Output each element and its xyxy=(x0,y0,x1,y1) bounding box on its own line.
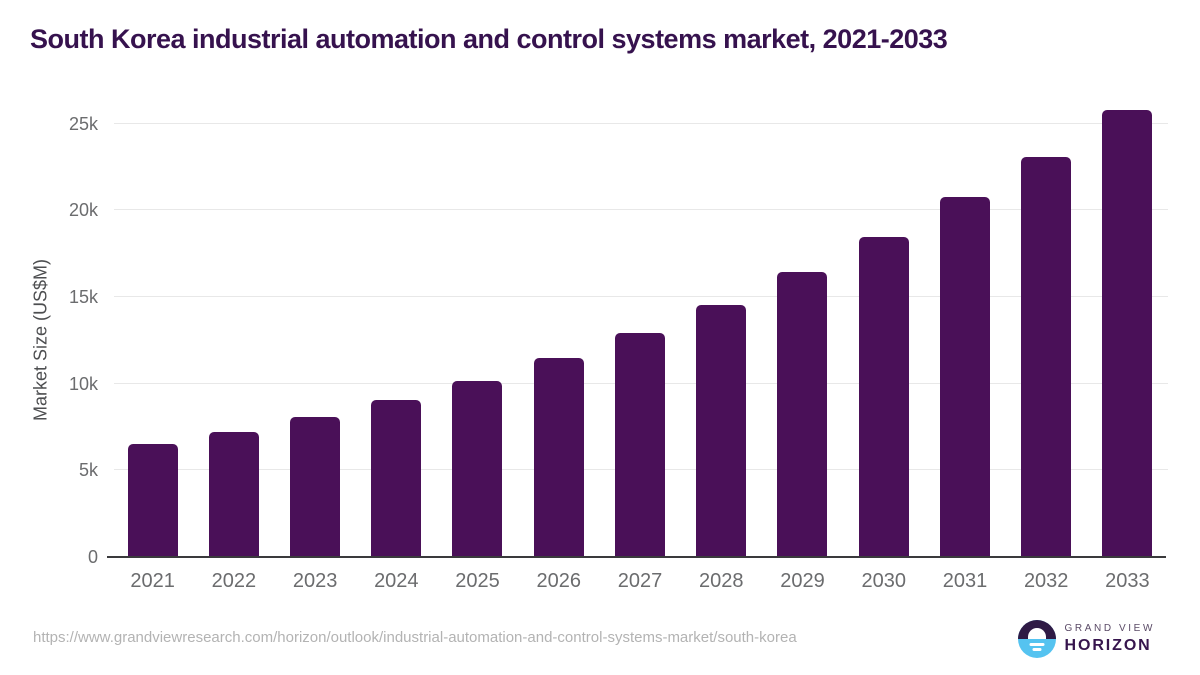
source-url-link[interactable]: https://www.grandviewresearch.com/horizo… xyxy=(33,629,797,646)
x-tick-label-2023: 2023 xyxy=(292,570,338,592)
x-tick-label-2021: 2021 xyxy=(130,570,175,592)
y-tick-label-20k: 20k xyxy=(68,200,98,221)
y-tick-label-15k: 15k xyxy=(68,287,98,307)
x-tick-label-2024: 2024 xyxy=(374,570,419,592)
logo-icon-ray xyxy=(1032,648,1042,651)
plot-area: 0 5k 10k 15k 20k 25k xyxy=(69,89,1168,567)
logo-icon-ray xyxy=(1029,643,1045,646)
bar-2022[interactable] xyxy=(208,432,259,557)
gridline-25k xyxy=(114,122,1168,124)
bar-2023[interactable] xyxy=(290,417,341,557)
y-tick-label-0: 0 xyxy=(87,547,98,567)
bar-2029[interactable] xyxy=(777,272,828,557)
bar-2028[interactable] xyxy=(696,305,747,557)
bar-2027[interactable] xyxy=(614,333,665,557)
y-tick-label-25k: 25k xyxy=(68,113,98,134)
x-tick-label-2030: 2030 xyxy=(861,570,906,592)
bar-2031[interactable] xyxy=(939,197,990,557)
bars-row xyxy=(112,89,1168,557)
bar-2024[interactable] xyxy=(371,400,422,557)
x-axis-line xyxy=(107,556,1166,558)
bar-2032[interactable] xyxy=(1021,157,1072,557)
x-tick-label-2022: 2022 xyxy=(211,570,257,592)
logo-brand-name: GRAND VIEW xyxy=(1064,623,1155,634)
gridline-15k xyxy=(114,296,1168,297)
grand-view-horizon-logo[interactable]: GRAND VIEW HORIZON xyxy=(1017,620,1155,658)
x-tick-label-2026: 2026 xyxy=(536,570,582,592)
y-axis-title: Market Size (US$M) xyxy=(30,258,51,422)
bar-2021[interactable] xyxy=(127,444,178,557)
bar-2026[interactable] xyxy=(533,358,584,557)
logo-icon-dome xyxy=(1027,628,1046,639)
x-tick-label-2029: 2029 xyxy=(780,570,825,592)
y-tick-label-10k: 10k xyxy=(68,373,98,394)
x-axis-labels: 2021 2022 2023 2024 2025 2026 2027 2028 2029 2030… xyxy=(112,570,1168,593)
gridline-20k xyxy=(114,209,1168,211)
x-tick-label-2032: 2032 xyxy=(1023,570,1069,592)
y-tick-label-5k: 5k xyxy=(78,460,98,481)
bar-2025[interactable] xyxy=(452,381,503,557)
logo-text: GRAND VIEW HORIZON xyxy=(1065,623,1155,655)
horizon-sunrise-icon xyxy=(1017,620,1056,658)
x-tick-label-2025: 2025 xyxy=(455,570,500,592)
bar-2030[interactable] xyxy=(858,237,909,557)
x-tick-label-2028: 2028 xyxy=(699,570,744,592)
x-tick-label-2033: 2033 xyxy=(1105,570,1150,592)
logo-product-name: HORIZON xyxy=(1064,637,1152,654)
bar-2033[interactable] xyxy=(1102,110,1153,557)
x-tick-label-2027: 2027 xyxy=(617,570,663,592)
x-tick-label-2031: 2031 xyxy=(942,570,988,592)
page-title: South Korea industrial automation and co… xyxy=(30,24,948,54)
